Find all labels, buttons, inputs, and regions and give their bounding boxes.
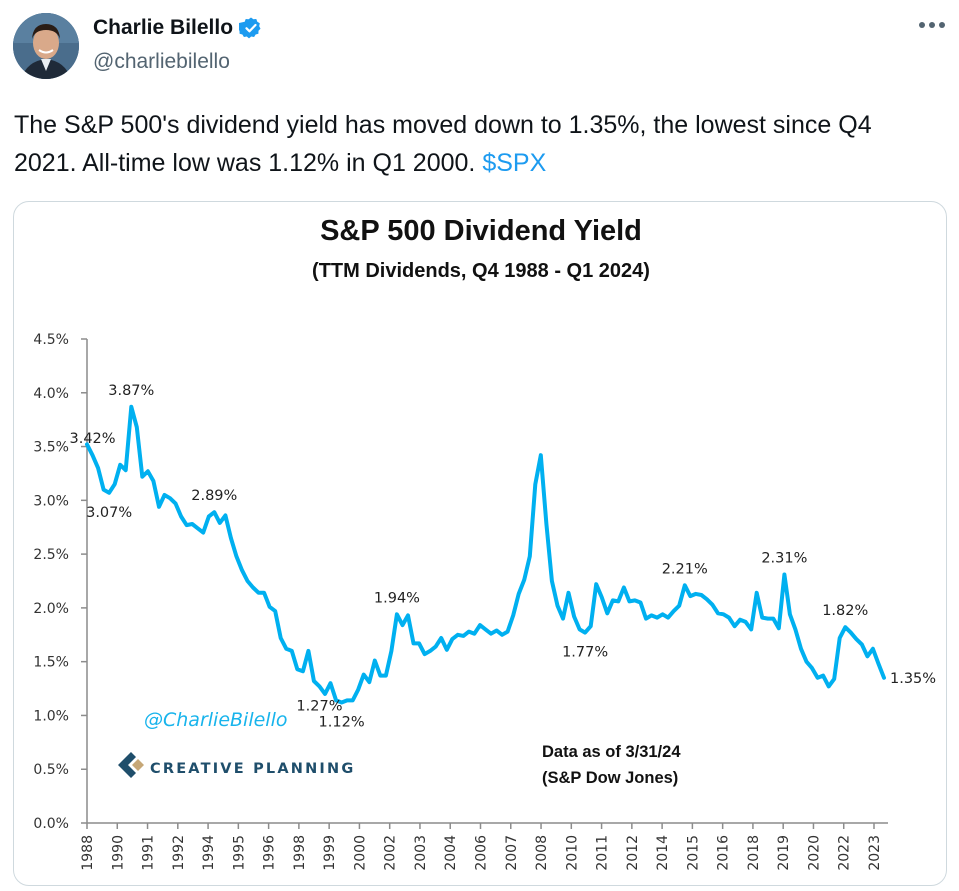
more-options-button[interactable] xyxy=(919,22,945,28)
data-label: 1.77% xyxy=(562,645,608,661)
verified-badge-icon xyxy=(239,17,261,39)
x-tick-label: 2002 xyxy=(383,835,399,871)
x-tick-label: 2006 xyxy=(474,835,490,871)
creative-planning-logo-icon xyxy=(118,752,144,778)
x-tick-label: 2019 xyxy=(776,835,792,871)
y-tick-label: 1.5% xyxy=(33,655,69,671)
watermark-text: @CharlieBilello xyxy=(144,709,287,731)
y-tick-label: 2.0% xyxy=(33,601,69,617)
y-tick-label: 1.0% xyxy=(33,708,69,724)
logo-text: CREATIVE PLANNING xyxy=(150,761,355,777)
x-tick-label: 2004 xyxy=(443,835,459,871)
y-axis: 0.0% 0.5% 1.0% 1.5% 2.0% 2.5% 3.0% 3.5% 4.0% 4.5% xyxy=(33,332,88,832)
author-handle[interactable]: @charliebilello xyxy=(93,50,230,73)
data-label: 1.27% xyxy=(296,698,342,714)
more-horizontal-icon xyxy=(939,22,945,28)
creative-planning-logo: CREATIVE PLANNING xyxy=(118,752,355,778)
data-label: 3.07% xyxy=(86,505,132,521)
y-tick-label: 3.5% xyxy=(33,440,69,456)
cashtag-link[interactable]: $SPX xyxy=(482,149,547,177)
data-label: 1.94% xyxy=(374,590,420,606)
data-label: 3.87% xyxy=(108,383,154,399)
x-tick-label: 1990 xyxy=(110,835,126,871)
x-tick-label: 2016 xyxy=(716,835,732,871)
media-card[interactable]: S&P 500 Dividend Yield (TTM Dividends, Q… xyxy=(13,201,947,886)
y-tick-label: 2.5% xyxy=(33,547,69,563)
tweet-text: The S&P 500's dividend yield has moved d… xyxy=(14,106,934,182)
more-horizontal-icon xyxy=(919,22,925,28)
data-label: 1.82% xyxy=(822,603,868,619)
more-horizontal-icon xyxy=(929,22,935,28)
x-tick-label: 2010 xyxy=(564,835,580,871)
data-labels: 3.87% 3.07% 2.89% 1.12% 1.94% 3.42% 1.77% 2.21%… xyxy=(69,383,936,731)
x-tick-label: 2020 xyxy=(806,835,822,871)
chart-subtitle: (TTM Dividends, Q4 1988 - Q1 2024) xyxy=(312,260,650,282)
avatar[interactable] xyxy=(13,13,79,79)
data-label: 2.31% xyxy=(761,551,807,567)
x-tick-label: 2015 xyxy=(685,835,701,871)
author-row: Charlie Bilello xyxy=(93,16,263,40)
x-tick-label: 2000 xyxy=(352,835,368,871)
source-line-1: Data as of 3/31/24 xyxy=(542,743,681,761)
x-tick-label: 2007 xyxy=(504,835,520,871)
x-tick-label: 2018 xyxy=(746,835,762,871)
data-label: 1.12% xyxy=(319,715,365,731)
x-tick-label: 1995 xyxy=(231,835,247,871)
x-tick-label: 1991 xyxy=(141,835,157,871)
x-tick-label: 1998 xyxy=(292,835,308,871)
chart-title: S&P 500 Dividend Yield xyxy=(320,215,642,247)
y-tick-label: 4.0% xyxy=(33,386,69,402)
y-tick-label: 0.0% xyxy=(33,816,69,832)
source-line-2: (S&P Dow Jones) xyxy=(542,769,678,787)
x-tick-label: 2022 xyxy=(837,835,853,871)
x-tick-label: 1992 xyxy=(171,835,187,871)
x-tick-label: 1994 xyxy=(201,835,217,871)
x-tick-label: 2023 xyxy=(867,835,883,871)
y-tick-label: 3.0% xyxy=(33,493,69,509)
author-name[interactable]: Charlie Bilello xyxy=(93,16,234,39)
tweet-body-text: The S&P 500's dividend yield has moved d… xyxy=(14,111,872,177)
x-tick-label: 1996 xyxy=(262,835,278,871)
data-label: 3.42% xyxy=(69,431,115,447)
dividend-yield-chart: S&P 500 Dividend Yield (TTM Dividends, Q… xyxy=(33,215,936,871)
y-tick-label: 4.5% xyxy=(33,332,69,348)
data-label: 2.89% xyxy=(191,488,237,504)
series-line-group xyxy=(85,404,886,705)
x-tick-label: 1988 xyxy=(80,835,96,871)
x-tick-label: 2008 xyxy=(534,835,550,871)
x-tick-label: 2003 xyxy=(413,835,429,871)
x-tick-label: 1999 xyxy=(322,835,338,871)
y-tick-label: 0.5% xyxy=(33,762,69,778)
x-tick-label: 2012 xyxy=(625,835,641,871)
x-tick-label: 2011 xyxy=(595,835,611,871)
x-axis: 1988 1990 1991 1992 1994 1995 1996 1998 1999 2000… xyxy=(80,822,888,871)
x-tick-label: 2014 xyxy=(655,835,671,871)
data-label: 2.21% xyxy=(662,561,708,577)
data-label: 1.35% xyxy=(890,671,936,687)
avatar-photo-icon xyxy=(13,13,79,79)
